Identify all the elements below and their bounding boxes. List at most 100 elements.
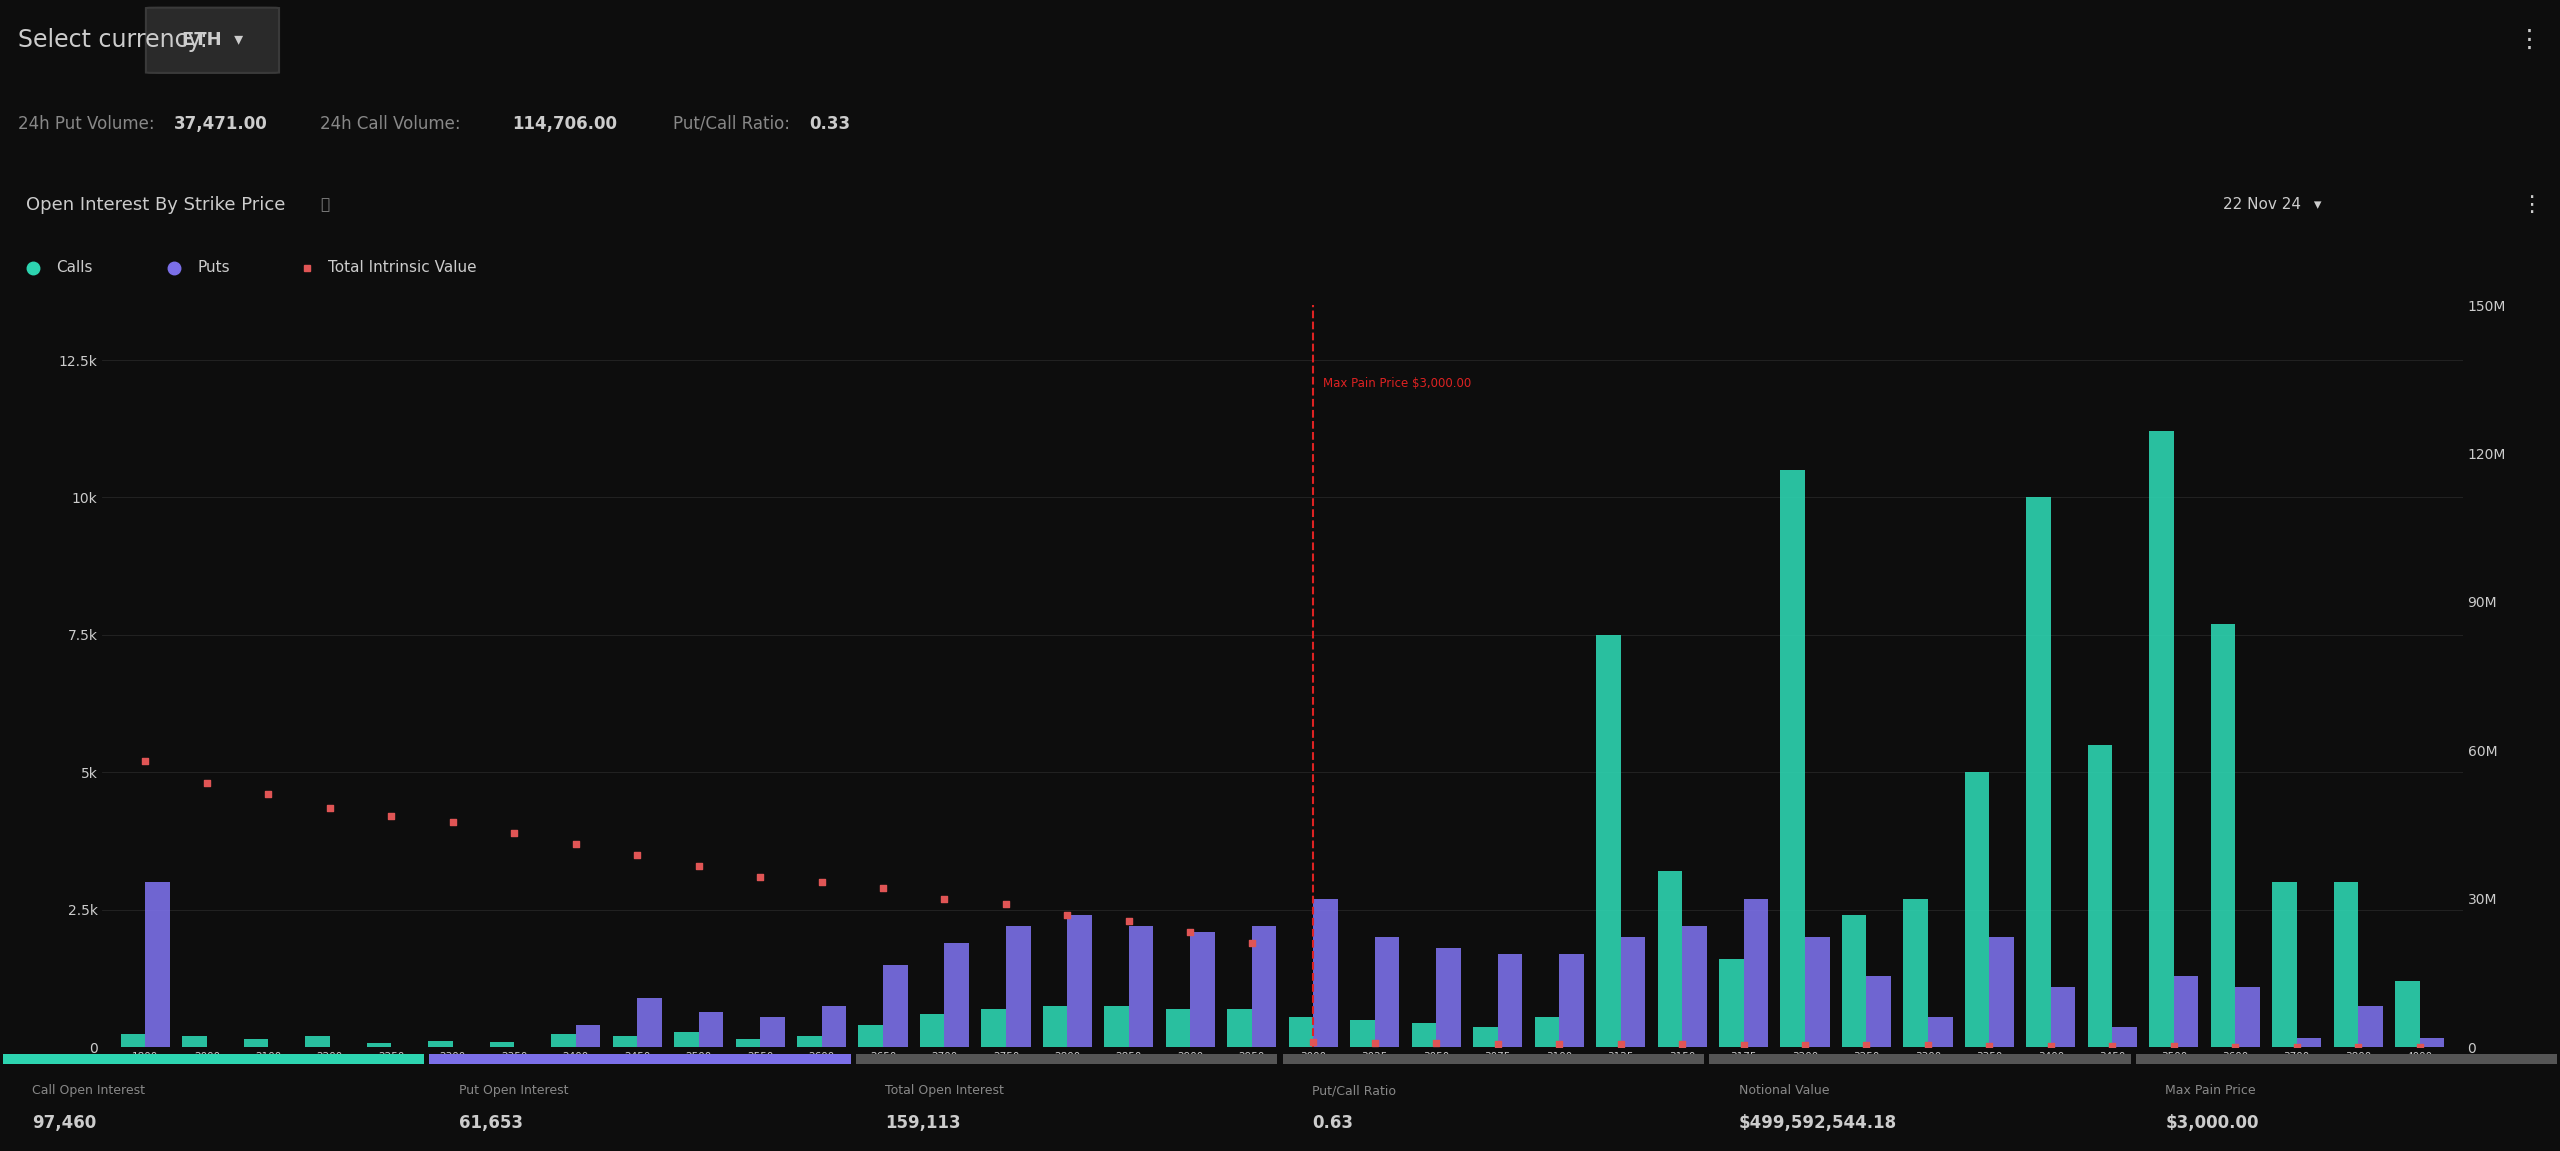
Bar	[1288, 1017, 1313, 1047]
Point	[2153, 1037, 2194, 1055]
Bar	[858, 1026, 883, 1047]
Bar	[855, 1054, 1277, 1064]
Bar	[1559, 954, 1585, 1047]
Text: 37,471.00: 37,471.00	[174, 115, 269, 132]
Text: 24h Call Volume:: 24h Call Volume:	[320, 115, 461, 132]
Bar	[1375, 937, 1400, 1047]
Bar	[1436, 948, 1462, 1047]
Bar	[2212, 624, 2235, 1047]
Text: Put/Call Ratio: Put/Call Ratio	[1313, 1084, 1395, 1097]
Bar	[2396, 982, 2419, 1047]
Point	[1416, 1034, 1457, 1052]
Bar	[1252, 927, 1277, 1047]
Bar	[1595, 635, 1620, 1047]
Bar	[120, 1034, 146, 1047]
Point	[187, 775, 228, 793]
Point	[678, 856, 719, 875]
Bar	[980, 1009, 1006, 1047]
Bar	[1989, 937, 2015, 1047]
Bar	[2150, 432, 2173, 1047]
Point	[1293, 1034, 1334, 1052]
Bar	[1283, 1054, 1705, 1064]
Point	[863, 878, 904, 897]
Bar	[760, 1017, 786, 1047]
Bar	[1620, 937, 1646, 1047]
Bar	[822, 1006, 847, 1047]
Bar	[1042, 1006, 1068, 1047]
Bar	[1498, 954, 1523, 1047]
Bar	[735, 1038, 760, 1047]
Bar	[1841, 915, 1866, 1047]
Bar	[1928, 1017, 1953, 1047]
Bar	[1226, 1009, 1252, 1047]
Point	[1477, 1035, 1518, 1053]
Bar	[1165, 1009, 1190, 1047]
Bar	[2235, 986, 2260, 1047]
Bar	[1905, 899, 1928, 1047]
Point	[2276, 1037, 2317, 1055]
Point	[2214, 1037, 2255, 1055]
Bar	[1349, 1020, 1375, 1047]
Text: Puts: Puts	[197, 260, 230, 275]
Point	[924, 890, 965, 908]
Bar	[243, 1039, 269, 1047]
Text: 61,653: 61,653	[458, 1114, 522, 1133]
Point	[1723, 1036, 1764, 1054]
Bar	[2051, 986, 2076, 1047]
Text: Call Open Interest: Call Open Interest	[33, 1084, 146, 1097]
Bar	[1472, 1027, 1498, 1047]
Text: Calls: Calls	[56, 260, 92, 275]
Point	[2337, 1038, 2378, 1057]
Text: ⋮: ⋮	[2516, 29, 2542, 52]
Point	[1846, 1036, 1887, 1054]
Bar	[550, 1034, 576, 1047]
Point	[371, 807, 412, 825]
Point	[1784, 1036, 1825, 1054]
Text: 24h Put Volume:: 24h Put Volume:	[18, 115, 154, 132]
Point	[617, 846, 658, 864]
Bar	[1103, 1006, 1129, 1047]
Bar	[1411, 1023, 1436, 1047]
Text: Put Open Interest: Put Open Interest	[458, 1084, 568, 1097]
Point	[1907, 1036, 1948, 1054]
Point	[801, 874, 842, 892]
Bar	[1068, 915, 1093, 1047]
Point	[1047, 906, 1088, 924]
Bar	[1966, 772, 1989, 1047]
Bar	[1805, 937, 1830, 1047]
Bar	[2273, 883, 2296, 1047]
Text: Max Pain Price: Max Pain Price	[2166, 1084, 2255, 1097]
Bar	[612, 1036, 637, 1047]
Bar	[883, 965, 909, 1047]
Bar	[1129, 927, 1155, 1047]
Point	[556, 834, 596, 853]
Point	[740, 868, 781, 886]
FancyBboxPatch shape	[146, 8, 279, 73]
Text: 22 Nov 24: 22 Nov 24	[2225, 197, 2301, 213]
Bar	[2135, 1054, 2557, 1064]
Bar	[1710, 1054, 2130, 1064]
Text: 114,706.00: 114,706.00	[512, 115, 617, 132]
Bar	[2173, 976, 2199, 1047]
Point	[1661, 1035, 1702, 1053]
Text: ▾: ▾	[2309, 197, 2322, 213]
Bar	[673, 1032, 699, 1047]
Bar	[305, 1036, 330, 1047]
Bar	[430, 1054, 850, 1064]
Bar	[1743, 899, 1769, 1047]
Point	[248, 785, 289, 803]
Text: Notional Value: Notional Value	[1738, 1084, 1830, 1097]
Text: ETH  ▾: ETH ▾	[182, 31, 243, 49]
Text: Open Interest By Strike Price: Open Interest By Strike Price	[26, 196, 284, 214]
Point	[310, 799, 351, 817]
Text: 0.33: 0.33	[809, 115, 850, 132]
Point	[2030, 1037, 2071, 1055]
Bar	[2089, 745, 2112, 1047]
Point	[2399, 1038, 2440, 1057]
Text: Select currency:: Select currency:	[18, 29, 207, 52]
Bar	[2335, 883, 2358, 1047]
Bar	[3, 1054, 425, 1064]
Bar	[1682, 927, 1708, 1047]
Point	[2092, 1037, 2132, 1055]
Bar	[1006, 927, 1032, 1047]
